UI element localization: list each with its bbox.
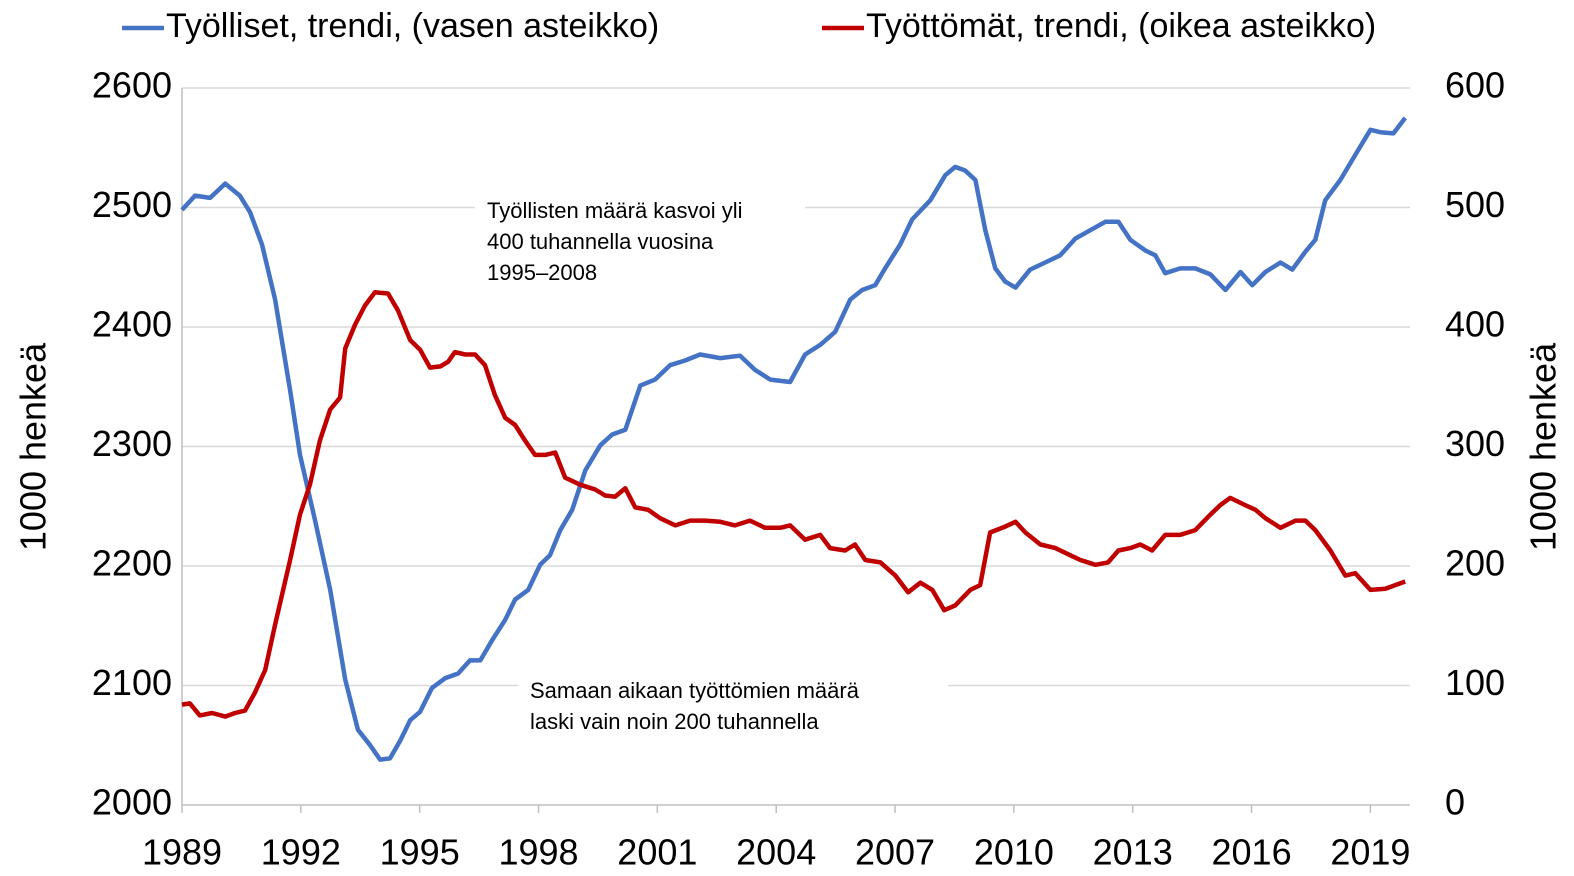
y-tick-label: 2300 xyxy=(92,423,172,464)
legend-label: Työttömät, trendi, (oikea asteikko) xyxy=(866,7,1376,45)
y-tick-label: 2500 xyxy=(92,184,172,225)
y-tick-label: 2000 xyxy=(92,782,172,823)
x-tick-label: 2007 xyxy=(855,832,935,873)
x-tick-label: 1998 xyxy=(498,832,578,873)
x-tick-label: 2004 xyxy=(736,832,816,873)
y2-axis-label: 1000 henkeä xyxy=(1523,342,1564,551)
y2-tick-label: 600 xyxy=(1445,65,1505,106)
annotation-text: laski vain noin 200 tuhannella xyxy=(530,709,819,734)
x-tick-label: 2001 xyxy=(617,832,697,873)
x-tick-label: 2013 xyxy=(1093,832,1173,873)
annotation-text: Työllisten määrä kasvoi yli xyxy=(487,198,743,223)
y2-tick-label: 100 xyxy=(1445,662,1505,703)
y-tick-label: 2200 xyxy=(92,543,172,584)
y-tick-label: 2600 xyxy=(92,65,172,106)
annotation-text: 1995–2008 xyxy=(487,260,597,285)
x-tick-label: 2010 xyxy=(974,832,1054,873)
x-tick-label: 2016 xyxy=(1212,832,1292,873)
annotation-box xyxy=(475,192,805,295)
y2-tick-label: 0 xyxy=(1445,782,1465,823)
y2-tick-label: 400 xyxy=(1445,304,1505,345)
series-line xyxy=(180,116,1407,762)
x-tick-label: 2019 xyxy=(1330,832,1410,873)
series-line xyxy=(181,290,1406,719)
y-tick-label: 2400 xyxy=(92,304,172,345)
annotation-box xyxy=(518,672,948,744)
y-tick-label: 2100 xyxy=(92,662,172,703)
x-tick-label: 1992 xyxy=(261,832,341,873)
annotation-text: 400 tuhannella vuosina xyxy=(487,229,714,254)
x-tick-label: 1989 xyxy=(142,832,222,873)
y2-tick-label: 300 xyxy=(1445,423,1505,464)
annotation-text: Samaan aikaan työttömien määrä xyxy=(530,678,860,703)
x-tick-label: 1995 xyxy=(380,832,460,873)
y-axis-label: 1000 henkeä xyxy=(13,342,54,551)
y2-tick-label: 500 xyxy=(1445,184,1505,225)
legend-label: Työlliset, trendi, (vasen asteikko) xyxy=(166,7,659,45)
y2-tick-label: 200 xyxy=(1445,543,1505,584)
